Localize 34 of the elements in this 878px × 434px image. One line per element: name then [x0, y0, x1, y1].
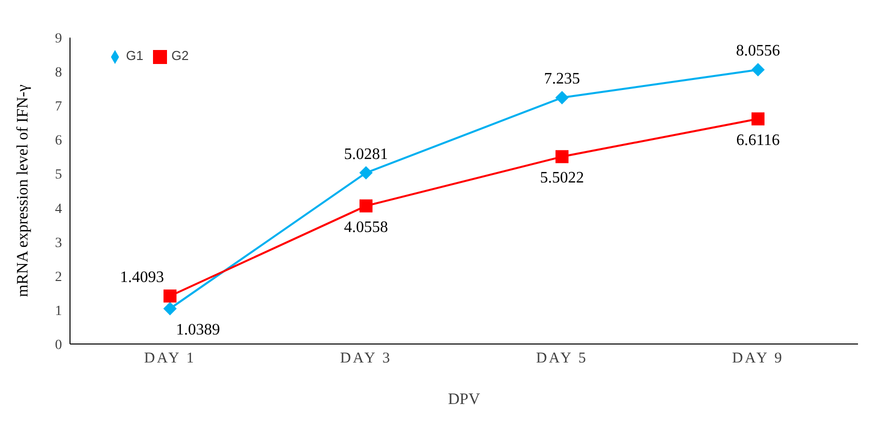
y-tick-label: 2: [55, 270, 62, 285]
y-tick-label: 8: [55, 66, 62, 81]
data-label: 1.0389: [176, 322, 220, 339]
y-tick-label: 1: [55, 304, 62, 319]
point: [164, 302, 176, 316]
point: [556, 91, 568, 104]
y-tick-label: 0: [55, 338, 62, 353]
y-tick-label: 9: [55, 32, 62, 47]
y-tick-label: 7: [55, 100, 62, 115]
point: [360, 166, 372, 180]
data-label: 1.4093: [120, 269, 164, 286]
x-tick-label: DAY 9: [732, 350, 784, 367]
data-label: 5.0281: [344, 146, 388, 163]
data-label: 7.235: [544, 70, 580, 88]
data-label: 6.6116: [736, 132, 780, 149]
y-tick-label: 3: [55, 236, 62, 251]
legend-label: G1: [126, 48, 144, 63]
data-label: 5.5022: [540, 170, 584, 187]
point: [164, 290, 176, 303]
x-axis-title: DPV: [448, 391, 480, 408]
data-label: 4.0558: [344, 218, 388, 236]
x-tick-label: DAY 1: [144, 350, 196, 367]
y-tick-label: 4: [55, 202, 62, 217]
point: [556, 150, 568, 164]
point: [752, 63, 764, 76]
x-tick-label: DAY 5: [536, 350, 588, 367]
point: [752, 112, 764, 126]
y-tick-label: 5: [55, 168, 62, 183]
data-label: 8.0556: [736, 42, 780, 60]
y-tick-label: 6: [55, 134, 62, 149]
x-tick-label: DAY 3: [340, 350, 392, 367]
legend-label: G2: [171, 48, 189, 63]
y-axis-title: mRNA expression level of IFN-γ: [14, 84, 32, 297]
point: [360, 199, 372, 212]
